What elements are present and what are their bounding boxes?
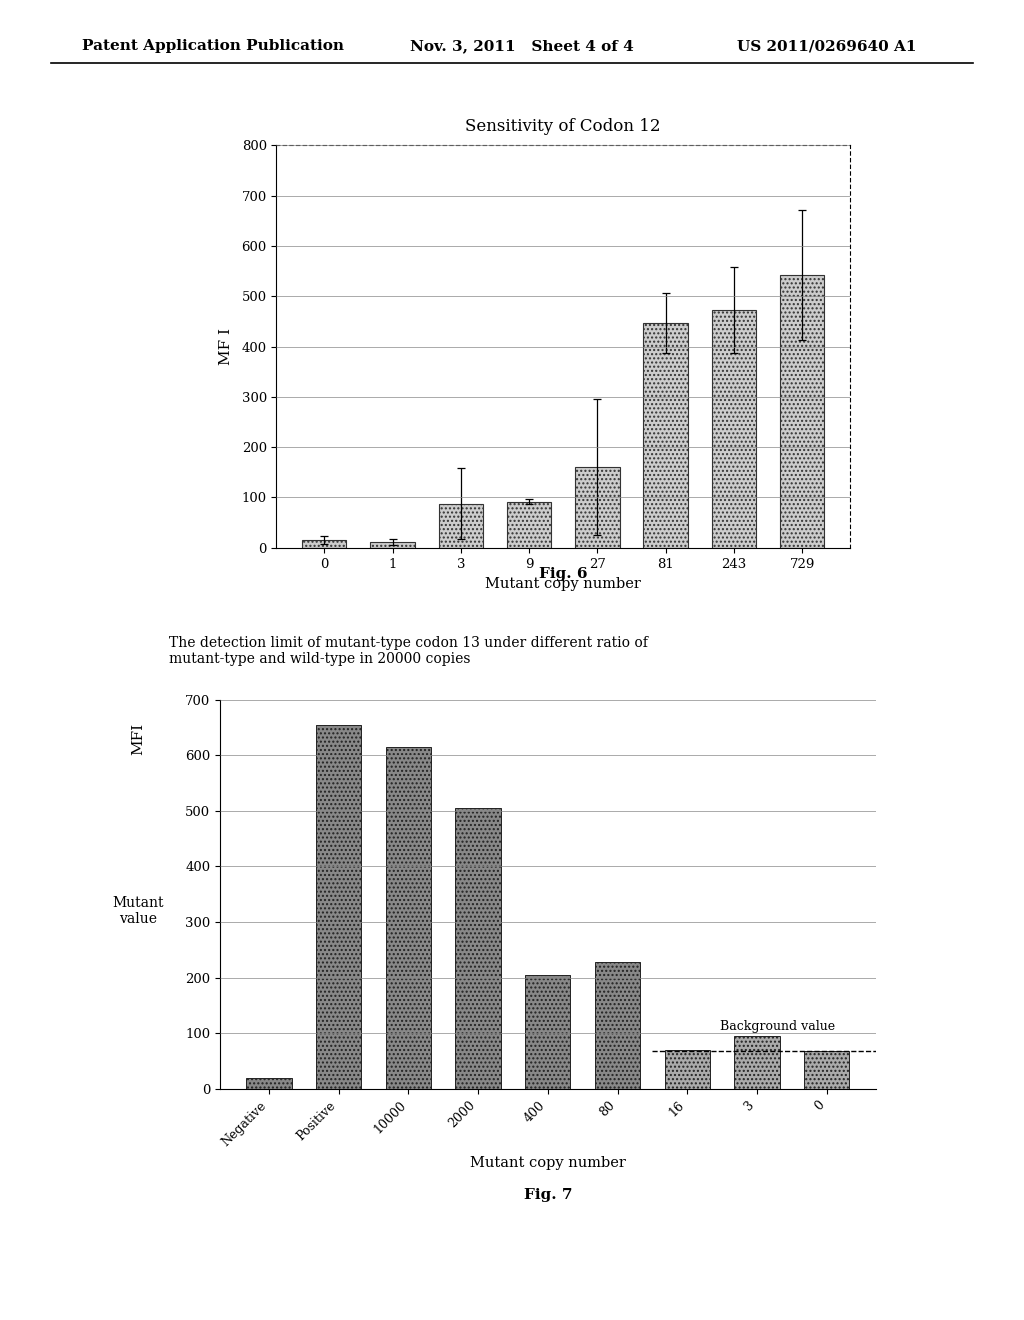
Bar: [507, 502, 551, 548]
Text: Fig. 7: Fig. 7: [523, 1188, 572, 1201]
Text: US 2011/0269640 A1: US 2011/0269640 A1: [737, 40, 916, 53]
Bar: [575, 467, 620, 548]
Title: Sensitivity of Codon 12: Sensitivity of Codon 12: [466, 119, 660, 136]
Bar: [438, 503, 483, 548]
Text: Mutant
value: Mutant value: [113, 896, 164, 925]
Y-axis label: MF I: MF I: [219, 327, 233, 366]
X-axis label: Mutant copy number: Mutant copy number: [485, 577, 641, 591]
Bar: [643, 323, 688, 548]
Text: MFI: MFI: [131, 723, 145, 755]
Bar: [804, 1051, 849, 1089]
Bar: [302, 540, 346, 548]
Text: Nov. 3, 2011   Sheet 4 of 4: Nov. 3, 2011 Sheet 4 of 4: [410, 40, 634, 53]
Text: The detection limit of mutant-type codon 13 under different ratio of
mutant-type: The detection limit of mutant-type codon…: [169, 636, 648, 667]
Bar: [456, 808, 501, 1089]
X-axis label: Mutant copy number: Mutant copy number: [470, 1155, 626, 1170]
Bar: [525, 975, 570, 1089]
Bar: [316, 725, 361, 1089]
Text: Patent Application Publication: Patent Application Publication: [82, 40, 344, 53]
Bar: [371, 541, 415, 548]
Bar: [712, 310, 756, 548]
Bar: [386, 747, 431, 1089]
Bar: [247, 1078, 292, 1089]
Text: Background value: Background value: [720, 1020, 836, 1034]
Bar: [734, 1036, 779, 1089]
Text: Fig. 6: Fig. 6: [539, 568, 588, 581]
Bar: [595, 962, 640, 1089]
Bar: [780, 275, 824, 548]
Bar: [665, 1051, 710, 1089]
